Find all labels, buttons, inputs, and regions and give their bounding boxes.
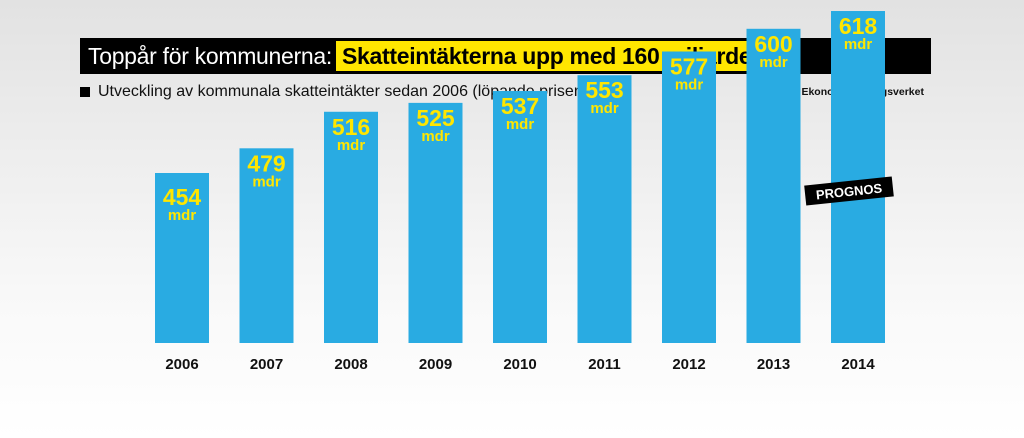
unit-label-2006: mdr: [168, 207, 197, 224]
chart-subtitle: Utveckling av kommunala skatteintäkter s…: [98, 83, 589, 100]
unit-label-2014: mdr: [844, 36, 873, 53]
tick-label-2011: 2011: [588, 356, 621, 373]
value-label-2012: 577: [670, 54, 708, 80]
bar-2013: [746, 28, 801, 343]
unit-label-2010: mdr: [506, 116, 535, 133]
bullet-square-icon: [80, 87, 90, 97]
bar-2007: [239, 148, 294, 343]
value-label-2008: 516: [332, 114, 370, 140]
value-label-2006: 454: [163, 184, 202, 210]
tick-label-2014: 2014: [841, 356, 875, 373]
value-label-2010: 537: [501, 93, 539, 119]
forecast-badge-bg: [804, 176, 894, 206]
unit-label-2007: mdr: [252, 173, 281, 190]
tick-label-2013: 2013: [757, 356, 790, 373]
unit-label-2008: mdr: [337, 137, 366, 154]
bar-2011: [577, 75, 632, 343]
tick-label-2010: 2010: [503, 356, 536, 373]
value-label-2007: 479: [247, 150, 285, 176]
bar-2012: [662, 51, 716, 343]
tick-label-2007: 2007: [250, 356, 283, 373]
value-label-2011: 553: [585, 77, 623, 103]
bar-2009: [408, 102, 463, 344]
tick-label-2012: 2012: [672, 356, 705, 373]
subtitle-row: Utveckling av kommunala skatteintäkter s…: [80, 81, 924, 103]
value-label-2013: 600: [754, 31, 792, 57]
unit-label-2012: mdr: [675, 77, 704, 94]
forecast-badge: PROGNOS: [804, 176, 894, 206]
bar-2008: [324, 111, 378, 343]
value-label-2009: 525: [416, 105, 455, 131]
bar-2014: [831, 11, 885, 343]
unit-label-2009: mdr: [421, 128, 450, 145]
unit-label-2013: mdr: [759, 54, 788, 71]
forecast-label: PROGNOS: [815, 181, 883, 203]
unit-label-2011: mdr: [590, 100, 619, 117]
bar-2006: [155, 173, 209, 343]
tick-label-2006: 2006: [165, 356, 198, 373]
tick-label-2008: 2008: [334, 356, 367, 373]
tick-label-2009: 2009: [419, 356, 452, 373]
bar-2010: [493, 91, 547, 343]
value-label-2014: 618: [839, 13, 878, 39]
headline-part1: Toppår för kommunerna:: [88, 42, 332, 69]
